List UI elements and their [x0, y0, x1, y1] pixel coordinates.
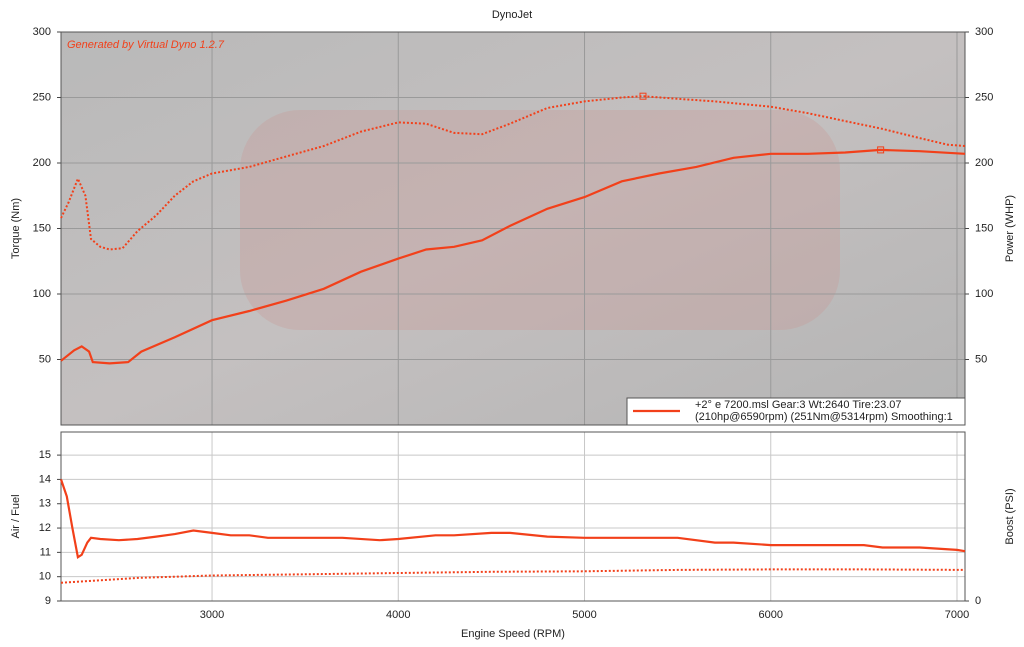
- y-tick-label: 200: [33, 157, 51, 169]
- series-line: [59, 479, 966, 559]
- legend-note: (210hp@6590rpm) (251Nm@5314rpm) Smoothin…: [695, 411, 953, 423]
- x-tick-label: 5000: [572, 609, 596, 621]
- y-tick-label: 15: [39, 449, 51, 461]
- peak-marker: [639, 92, 647, 100]
- y2-tick-label: 100: [975, 288, 993, 300]
- plot-frame: [60, 31, 966, 426]
- y-tick-label: 13: [39, 498, 51, 510]
- y-axis-label: Air / Fuel: [10, 494, 22, 538]
- y-tick-label: 12: [39, 522, 51, 534]
- y-tick-label: 9: [45, 595, 51, 607]
- series-line: [60, 148, 966, 365]
- chart-title: DynoJet: [492, 9, 532, 21]
- x-tick-label: 7000: [945, 609, 969, 621]
- y2-axis-label: Power (WHP): [1004, 195, 1016, 262]
- lower-plot-background: [60, 431, 966, 602]
- y-tick-label: 50: [39, 353, 51, 365]
- y2-axis-label: Boost (PSI): [1004, 488, 1016, 544]
- y2-tick-label: 0: [975, 595, 981, 607]
- series-line: [60, 568, 966, 584]
- y-tick-label: 100: [33, 288, 51, 300]
- y-axis-label: Torque (Nm): [10, 198, 22, 259]
- y2-tick-label: 200: [975, 157, 993, 169]
- y2-tick-label: 50: [975, 353, 987, 365]
- y-tick-label: 10: [39, 571, 51, 583]
- y-tick-label: 14: [39, 473, 51, 485]
- peak-marker: [877, 146, 885, 154]
- y-tick-label: 300: [33, 26, 51, 38]
- x-axis-label: Engine Speed (RPM): [461, 628, 565, 640]
- legend-label: +2° e 7200.msl Gear:3 Wt:2640 Tire:23.07: [695, 399, 902, 411]
- y2-tick-label: 150: [975, 222, 993, 234]
- y-tick-label: 11: [40, 546, 51, 558]
- x-tick-label: 4000: [386, 609, 410, 621]
- x-tick-label: 6000: [759, 609, 783, 621]
- background-photo-car: [240, 110, 840, 330]
- annotation: Generated by Virtual Dyno 1.2.7: [67, 39, 225, 51]
- y-tick-label: 250: [33, 91, 51, 103]
- y2-tick-label: 300: [975, 26, 993, 38]
- legend-box: [626, 397, 966, 426]
- y-tick-label: 150: [33, 222, 51, 234]
- y2-tick-label: 250: [975, 91, 993, 103]
- plot-frame: [60, 431, 966, 602]
- series-line: [60, 95, 966, 251]
- x-tick-label: 3000: [200, 609, 224, 621]
